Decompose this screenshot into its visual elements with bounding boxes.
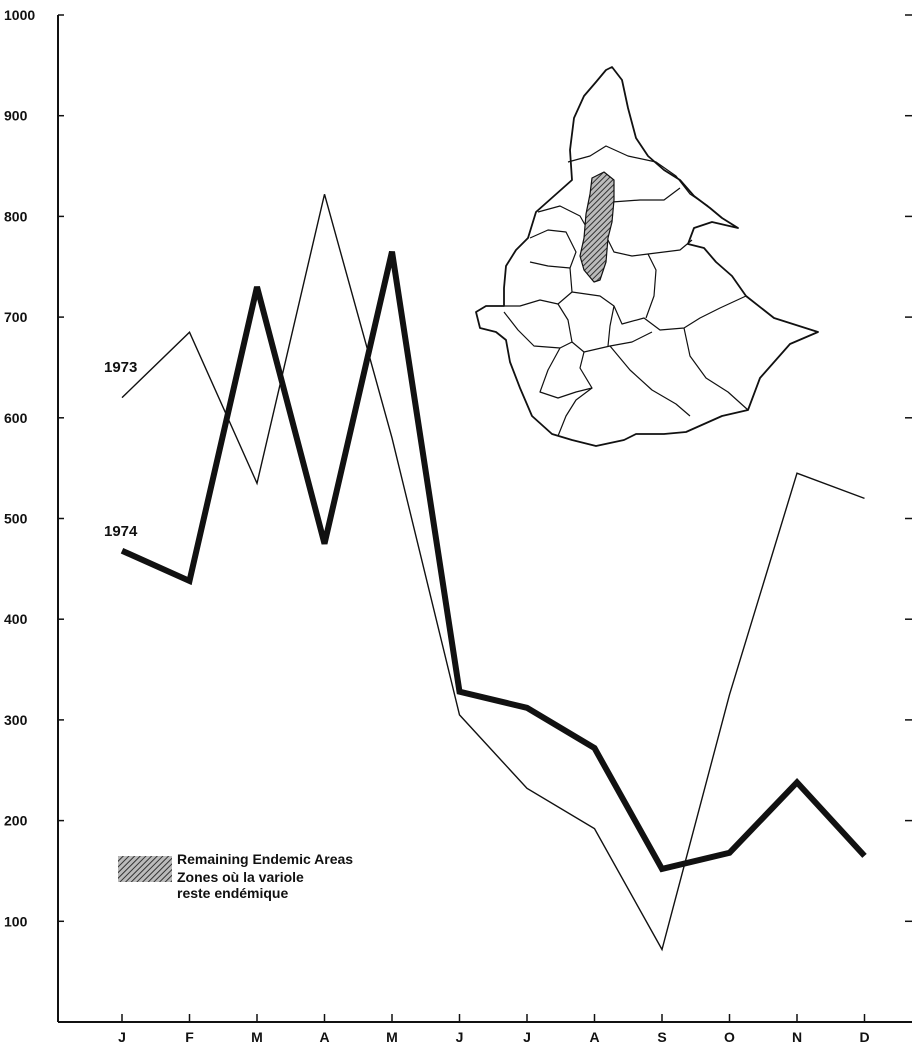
series-group [120, 194, 867, 952]
map-boundary [529, 229, 577, 269]
x-tick-label: O [724, 1029, 735, 1045]
legend: Remaining Endemic Areas Zones où la vari… [118, 851, 353, 901]
map-boundary [607, 305, 615, 347]
x-tick-label: D [859, 1029, 869, 1045]
y-tick-label: 100 [4, 913, 28, 929]
y-tick-label: 500 [4, 511, 28, 527]
y-tick-label: 800 [4, 208, 28, 224]
y-tick-label: 300 [4, 712, 28, 728]
x-tick-label: J [118, 1029, 126, 1045]
map-boundary [567, 145, 709, 207]
x-tick-label: M [386, 1029, 398, 1045]
x-tick-label: J [456, 1029, 464, 1045]
series-label-1973: 1973 [104, 359, 137, 376]
map-boundary [537, 205, 693, 257]
y-tick-label: 1000 [4, 7, 35, 23]
map-boundary [611, 187, 681, 203]
legend-swatch [118, 856, 172, 882]
inset-map [475, 66, 819, 447]
x-tick-label: A [589, 1029, 599, 1045]
map-boundary [683, 327, 749, 411]
map-outline [475, 66, 819, 447]
map-boundary [571, 291, 747, 331]
y-tick-label: 900 [4, 108, 28, 124]
legend-label-fr-2: reste endémique [177, 885, 288, 901]
x-tick-label: M [251, 1029, 263, 1045]
y-tick-label: 600 [4, 410, 28, 426]
map-boundary [557, 387, 593, 437]
map-boundary [645, 253, 657, 319]
y-tick-label: 700 [4, 309, 28, 325]
x-tick-label: A [319, 1029, 329, 1045]
x-tick-label: N [792, 1029, 802, 1045]
y-tick-group: 100 200 300 400 500 600 700 800 900 1000 [4, 7, 912, 929]
map-boundary [504, 267, 573, 307]
endemic-area [579, 171, 615, 283]
y-tick-label: 400 [4, 611, 28, 627]
map-boundary [503, 303, 573, 349]
series-line-1974 [120, 250, 867, 873]
legend-label-en: Remaining Endemic Areas [177, 851, 353, 867]
map-boundary [539, 347, 593, 399]
x-tick-label: F [185, 1029, 194, 1045]
x-tick-label: S [657, 1029, 666, 1045]
legend-label-fr-1: Zones où la variole [177, 869, 304, 885]
series-label-1974: 1974 [104, 523, 138, 540]
map-boundary [609, 345, 691, 417]
y-tick-label: 200 [4, 813, 28, 829]
series-line-1973 [121, 194, 865, 952]
x-tick-label: J [523, 1029, 531, 1045]
